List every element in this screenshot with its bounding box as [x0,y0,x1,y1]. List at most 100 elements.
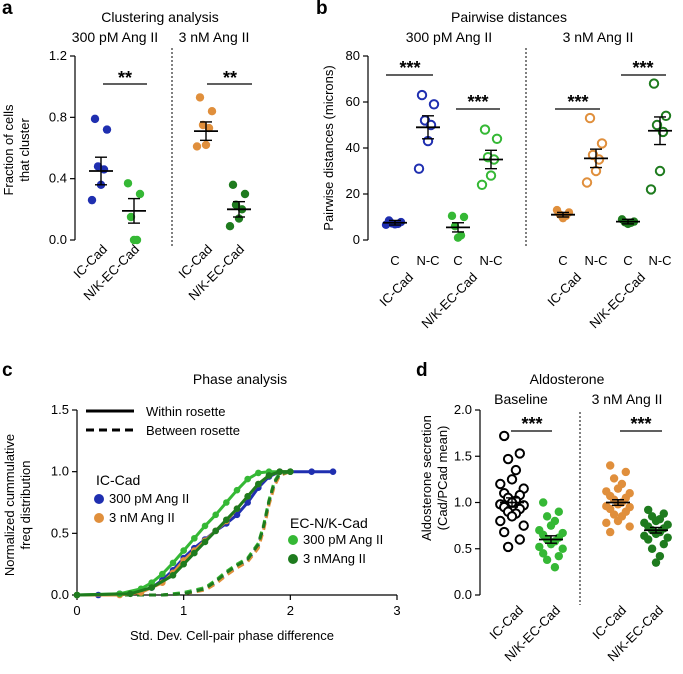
panel-a-title: Clustering analysis [101,9,219,25]
panel-c-series-point [212,527,219,535]
panel-a-point [87,195,97,205]
panel-d-ytick-label: 0.0 [454,587,472,602]
panel-d-point [506,511,518,522]
panel-a-point [192,142,202,151]
panel-b-ytick-label: 20 [346,186,360,201]
legend-ic-cad-3nm: 3 nM Ang II [109,510,175,525]
panel-d-point [502,541,514,553]
panel-b-point [413,163,425,174]
panel-b-xtick-1: C [390,253,399,268]
legend-within-rosette: Within rosette [146,404,225,419]
panel-b-significance-1: *** [399,58,420,78]
panel-a-ylabel-line1: Fraction of cells [1,104,16,196]
panel-b-point [476,179,488,191]
panel-letter-b: b [316,0,328,19]
panel-c-series-point [73,591,81,599]
panel-c-series-point [169,571,177,579]
panel-b-point [447,211,457,221]
legend-ec-cad-3nm: 3 nMAng II [303,551,366,566]
panel-c-series-point [148,579,155,586]
panel-d-point [502,453,514,465]
panel-c-series-point [223,499,230,506]
panel-a-significance-1: ** [118,68,132,88]
panel-d-point [518,520,529,531]
panel-c-xlabel: Std. Dev. Cell-pair phase difference [130,628,334,643]
panel-b-xtick-5: C [558,253,567,268]
panel-c-series-point [276,468,283,475]
panel-b-xgroup-2: N/K-EC-Cad [418,270,480,332]
panel-d-point [550,563,560,572]
panel-c-title: Phase analysis [193,371,287,387]
panel-d-title: Aldosterone [530,371,605,387]
panel-d-point [554,507,563,516]
panel-b-xtick-6: N-C [584,253,607,268]
panel-d-ytick-label: 0.5 [454,541,472,556]
panel-a-point [240,189,250,199]
panel-b-xtick-2: N-C [416,253,439,268]
panel-d-point [625,522,634,531]
panel-d-point [510,464,522,476]
panel-a-point [207,107,217,116]
panel-d-point [621,467,630,477]
panel-c-series-point [180,547,187,554]
panel-d-point [546,521,556,530]
panel-d-point [495,515,506,527]
panel-d-point [546,539,556,549]
panel-b: b Pairwise distances 300 pM Ang II 3 nM … [316,0,672,331]
panel-c-series-point [233,511,241,519]
panel-b-point [596,138,608,149]
panel-c-ylabel-line1: Normalized cummulative [2,434,17,576]
panel-d-point [558,544,567,553]
panel-d-point [651,529,661,539]
panel-b-xgroup-1: IC-Cad [376,270,416,310]
panel-d-point [659,539,668,549]
legend-ic-cad-300pm-marker [94,494,104,504]
panel-c-ytick-label: 0.5 [51,525,69,540]
panel-d-point [613,516,623,526]
panel-a-group-label-1: 300 pM Ang II [72,29,158,45]
panel-c-series-line [76,470,291,597]
panel-a-point [204,123,214,133]
panel-a-ytick-label: 1.2 [49,48,67,63]
panel-b-xtick-3: C [453,253,462,268]
panel-c-series-point [180,560,187,568]
panel-d-point [663,533,672,542]
panel-d-point [506,474,518,485]
panel-b-point [558,213,568,223]
panel-d-point [647,544,657,553]
panel-b-point [660,110,672,122]
panel-b-point [584,112,596,124]
panel-b-significance-2: *** [467,92,488,112]
legend-ec-cad-3nm-marker [288,554,298,564]
panel-c-ylabel-line2: freq distribution [18,461,33,550]
panel-b-ylabel: Pairwise distances (microns) [321,65,336,230]
panel-a-point [225,222,235,231]
panel-a-point [102,125,112,134]
panel-d-point [655,551,665,561]
panel-c-ytick-label: 1.5 [51,402,69,417]
panel-c-series-point [265,472,273,479]
legend-ic-cad-3nm-marker [94,513,104,523]
panel-letter-d: d [416,360,428,381]
panel-b-ytick-label: 40 [346,140,360,155]
panel-b-ytick-label: 80 [346,48,360,63]
panel-d-point [651,516,661,526]
panel-d-point [542,555,552,565]
panel-c-series-point [127,590,134,598]
panel-b-xgroup-3: IC-Cad [544,270,584,310]
panel-b-ytick-label: 0 [353,232,360,247]
panel-d-point [514,448,525,459]
panel-d-point [499,526,510,538]
panel-c-xtick-label: 3 [393,603,400,618]
panel-d-point [554,551,563,561]
panel-c-series-point [212,511,219,519]
panel-c-xtick-label: 2 [287,603,294,618]
panel-d-ylabel-line2: (Cad/PCad mean) [435,426,450,531]
panel-b-point [416,89,428,101]
panel-c: c Phase analysis Normalized cummulative … [2,360,401,643]
panel-d-significance-2: *** [630,414,651,434]
panel-b-title: Pairwise distances [451,9,567,25]
panel-b-point [450,222,460,231]
panel-d: d Aldosterone Baseline 3 nM Ang II Aldos… [416,360,672,664]
